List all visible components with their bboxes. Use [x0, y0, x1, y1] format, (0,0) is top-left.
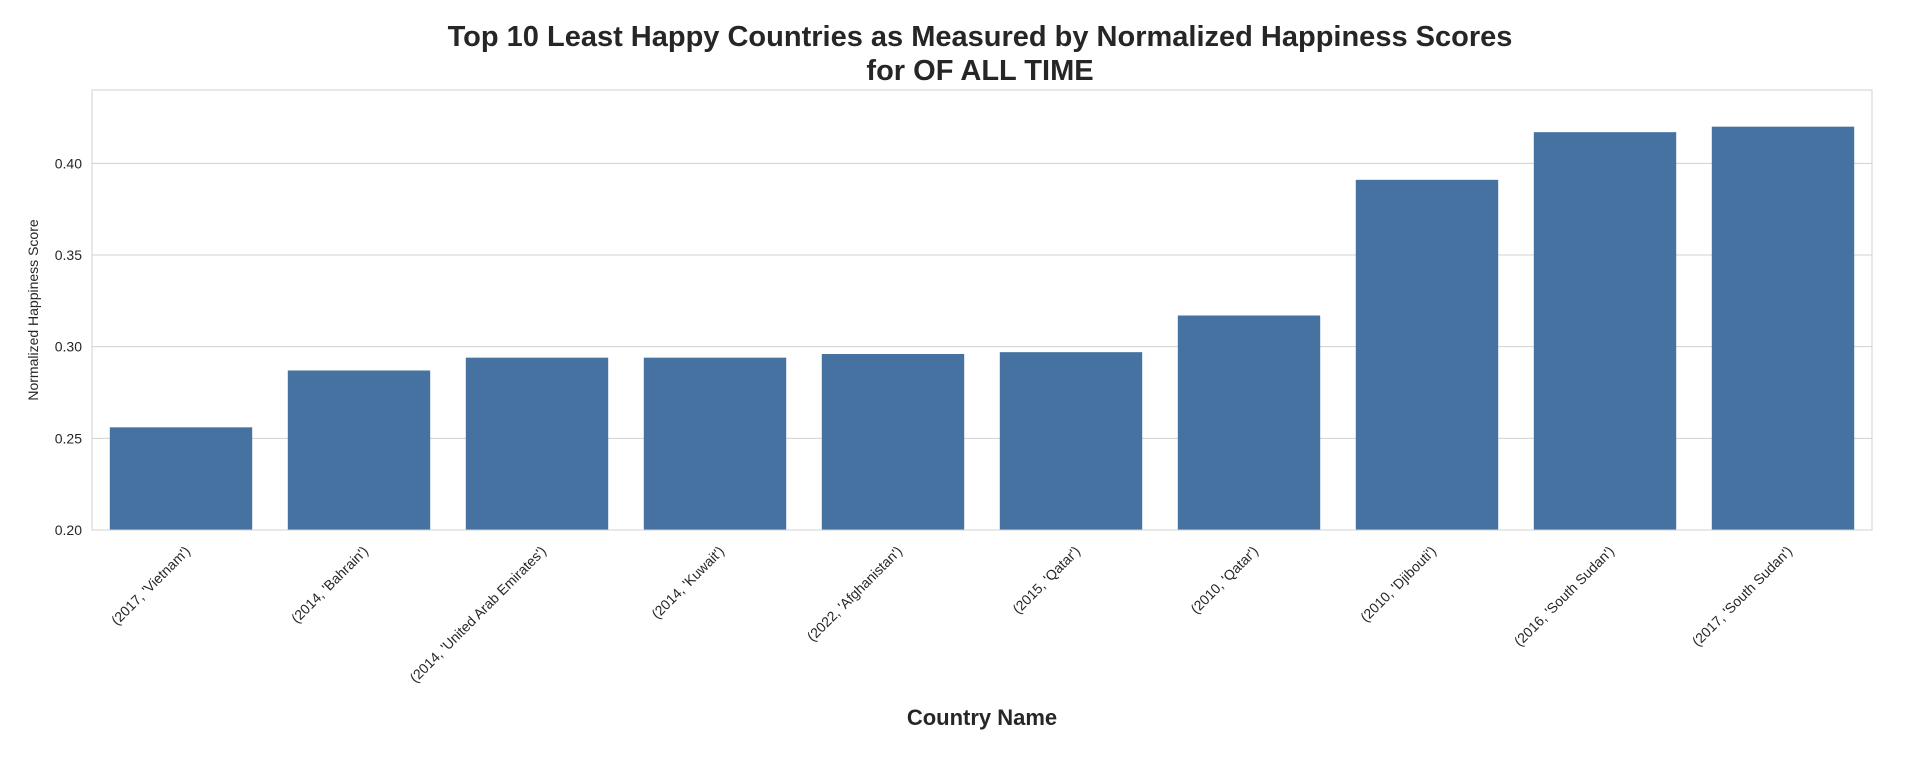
x-tick-label: (2010, 'Qatar'): [1187, 543, 1261, 617]
bar: [287, 370, 431, 530]
bar: [1533, 132, 1677, 530]
x-tick-label: (2016, 'South Sudan'): [1511, 543, 1617, 649]
y-tick-label: 0.20: [55, 522, 82, 538]
bars: [109, 126, 1855, 531]
y-tick-label: 0.35: [55, 247, 82, 263]
y-tick-label: 0.40: [55, 155, 82, 171]
bar: [465, 357, 609, 530]
x-tick-labels: (2017, 'Vietnam') (2014, 'Bahrain') (2014,…: [108, 543, 1795, 686]
x-tick-label: (2015, 'Qatar'): [1009, 543, 1083, 617]
bar: [643, 357, 787, 530]
y-tick-label: 0.30: [55, 339, 82, 355]
bar: [999, 352, 1143, 530]
x-axis-label: Country Name: [907, 705, 1057, 730]
bar: [821, 354, 965, 530]
chart-title: Top 10 Least Happy Countries as Measured…: [448, 21, 1513, 53]
x-tick-label: (2010, 'Djibouti'): [1357, 543, 1439, 625]
x-tick-label: (2014, 'Bahrain'): [288, 543, 371, 626]
x-tick-label: (2022, 'Afghanistan'): [804, 543, 906, 645]
bar: [1355, 179, 1499, 531]
bar: [1711, 126, 1855, 531]
chart-subtitle: for OF ALL TIME: [866, 55, 1093, 87]
y-tick-label: 0.25: [55, 430, 82, 446]
x-tick-label: (2014, 'Kuwait'): [648, 543, 727, 622]
x-tick-label: (2014, 'United Arab Emirates'): [406, 543, 549, 686]
plot-frame: [91, 89, 1873, 531]
y-axis-label: Normalized Happiness Score: [25, 219, 41, 401]
bar: [1177, 315, 1321, 530]
y-tick-labels: 0.20 0.25 0.30 0.35 0.40: [55, 155, 82, 538]
bar: [109, 427, 253, 530]
x-tick-label: (2017, 'South Sudan'): [1689, 543, 1795, 649]
x-tick-label: (2017, 'Vietnam'): [108, 543, 193, 628]
